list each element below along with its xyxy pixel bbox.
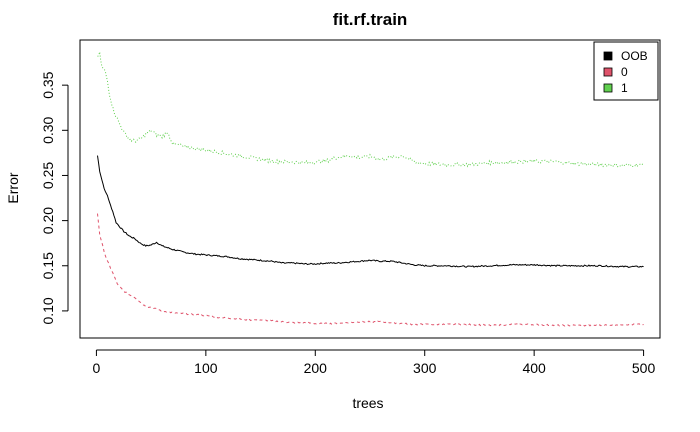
- plot-frame: [79, 39, 661, 339]
- y-tick-label: 0.15: [40, 252, 56, 279]
- x-tick-label: 0: [93, 360, 101, 376]
- legend-label-1: 1: [621, 81, 628, 95]
- series-line-OOB: [97, 155, 644, 268]
- x-tick-label: 100: [194, 360, 218, 376]
- y-axis-label: Error: [5, 172, 21, 203]
- chart-title: fit.rf.train: [333, 10, 408, 29]
- legend-label-OOB: OOB: [621, 49, 648, 63]
- series-line-0: [97, 213, 644, 327]
- y-tick-label: 0.25: [40, 162, 56, 189]
- legend-swatch-OOB: [603, 51, 613, 61]
- y-tick-label: 0.20: [40, 207, 56, 234]
- x-tick-label: 300: [413, 360, 437, 376]
- x-axis-label: trees: [352, 395, 383, 411]
- legend-swatch-0: [603, 67, 613, 77]
- y-axis: 0.10 0.15 0.20 0.25 0.30 0.35: [40, 71, 69, 325]
- legend: OOB 0 1: [593, 41, 659, 101]
- y-tick-label: 0.30: [40, 116, 56, 143]
- y-tick-label: 0.35: [40, 71, 56, 98]
- legend-label-0: 0: [621, 65, 628, 79]
- x-tick-label: 400: [522, 360, 546, 376]
- legend-swatch-1: [603, 83, 613, 93]
- x-tick-label: 500: [632, 360, 656, 376]
- y-tick-label: 0.10: [40, 297, 56, 324]
- x-tick-label: 200: [304, 360, 328, 376]
- x-axis: 0 100 200 300 400 500: [93, 349, 656, 376]
- series-line-1: [97, 51, 644, 168]
- series-layer: [97, 51, 644, 327]
